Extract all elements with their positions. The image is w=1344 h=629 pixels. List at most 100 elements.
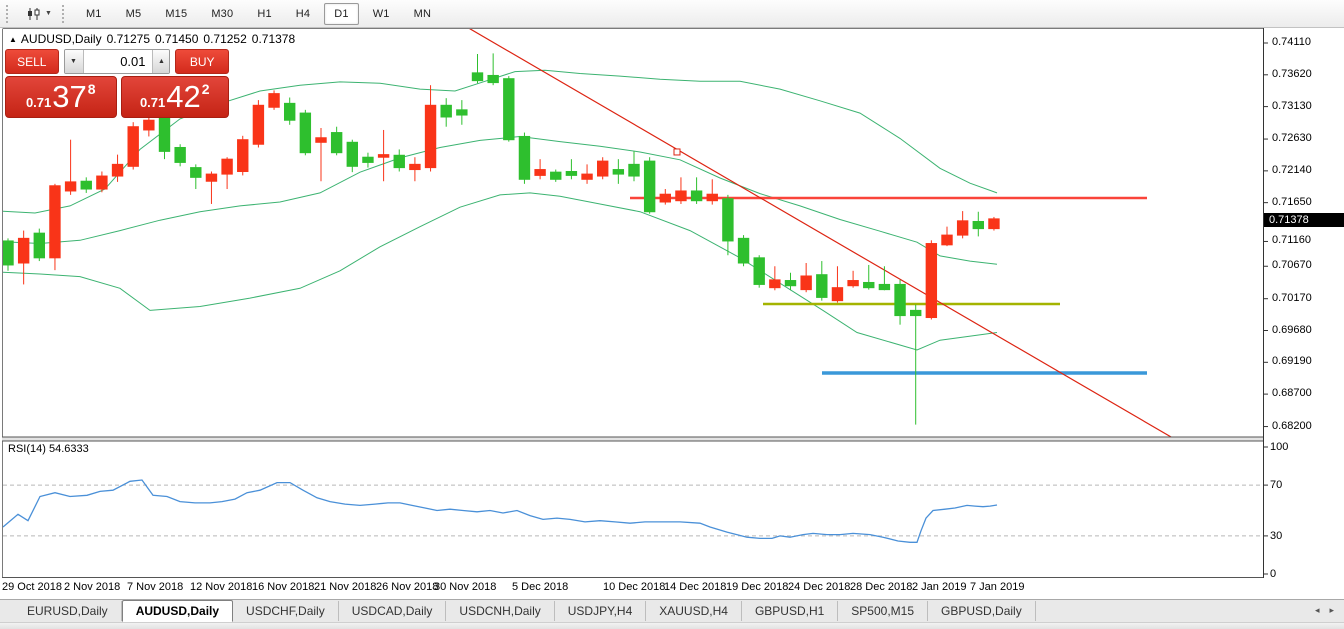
time-axis-label: 19 Dec 2018 [726,581,789,593]
buy-button[interactable]: BUY [175,49,229,74]
price-axis-label: 0.69190 [1272,355,1312,368]
bollinger-lower-band [3,192,998,351]
candle-body [972,220,984,230]
timeframe-button-h4[interactable]: H4 [295,7,311,20]
candle-body [158,112,171,152]
timeframe-button-group: M1 M5 M15 M30 H1 H4 D1 W1 MN [76,2,441,25]
price-axis-label: 0.70170 [1272,291,1312,304]
candle-body [722,198,734,242]
buy-price-main: 42 [166,79,201,114]
candle-body [753,257,765,285]
candle-body [377,154,390,158]
candle-body [111,163,124,177]
tabs-scroll-left-icon[interactable]: ◂ [1314,605,1320,615]
price-axis-label: 0.70670 [1272,259,1312,272]
timeframe-button-mn[interactable]: MN [413,7,432,20]
candle-body [518,135,531,180]
candle-body [737,237,750,264]
tab-usdchf-daily[interactable]: USDCHF,Daily [233,601,339,621]
candle-body [49,185,61,259]
timeframe-button-w1[interactable]: W1 [372,7,390,20]
candle-body [17,237,30,264]
chart-type-button[interactable]: ▼ [20,3,58,25]
tab-sp500-m15[interactable]: SP500,M15 [838,601,929,621]
candle-body [346,141,359,167]
volume-decrease-button[interactable]: ▼ [64,50,84,73]
candle-body [863,281,875,289]
triangle-down-icon: ▼ [70,58,77,65]
ohlc-high: 0.71450 [155,32,199,46]
candle-body [956,220,969,236]
trendline-handle[interactable] [673,148,681,156]
timeframe-button-m30[interactable]: M30 [211,7,234,20]
candle-body [3,240,14,266]
timeframe-button-d1[interactable]: D1 [324,2,359,25]
ohlc-low: 0.71252 [203,32,247,46]
time-axis-label: 21 Nov 2018 [314,581,377,593]
tab-audusd-daily[interactable]: AUDUSD,Daily [121,600,234,622]
time-axis-label: 29 Oct 2018 [2,581,62,593]
sell-price-box[interactable]: 0.71 37 8 [5,76,117,118]
rsi-line [3,479,998,543]
candle-body [988,218,1000,230]
price-axis-label: 0.74110 [1272,36,1311,48]
tabbar-bottom-strip [0,622,1344,629]
candle-body [456,109,468,116]
candle-body [127,126,139,167]
tab-xauusd-h4[interactable]: XAUUSD,H4 [646,601,742,621]
candle-body [581,173,593,180]
timeframe-button-m1[interactable]: M1 [85,7,102,20]
sell-button[interactable]: SELL [5,49,59,74]
candle-body [659,193,671,203]
timeframe-button-h1[interactable]: H1 [257,7,272,20]
rsi-indicator-label: RSI(14) 54.6333 [8,443,89,455]
candle-body [252,104,265,145]
tab-usdcnh-daily[interactable]: USDCNH,Daily [446,601,555,621]
tabs-scroll-right-icon[interactable]: ▸ [1329,605,1334,615]
ohlc-open: 0.71275 [106,32,150,46]
timeframe-button-m5[interactable]: M5 [125,7,142,20]
time-axis-label: 7 Jan 2019 [970,581,1025,593]
rsi-axis-label: 0 [1270,568,1277,580]
candle-body [409,163,421,171]
buy-price-box[interactable]: 0.71 42 2 [120,76,229,118]
candle-body [393,154,405,169]
toolbar-grip-handle[interactable] [6,4,12,23]
candle-body [565,171,578,176]
candle-body [80,180,92,190]
time-axis-label: 2 Jan 2019 [912,581,967,593]
candle-body [597,160,609,177]
timeframe-button-m15[interactable]: M15 [165,7,188,20]
tab-gbpusd-h1[interactable]: GBPUSD,H1 [742,601,839,621]
candle-body [941,234,953,246]
descending-trendline[interactable] [462,24,1176,440]
candle-body [237,139,249,173]
candle-body [534,169,546,176]
chart-tabs: EURUSD,Daily AUDUSD,Daily USDCHF,Daily USDC… [0,600,1344,622]
tab-usdjpy-h4[interactable]: USDJPY,H4 [555,601,647,621]
collapse-icon[interactable]: ▲ [9,35,17,44]
triangle-up-icon: ▲ [158,58,165,65]
candle-body [643,160,656,213]
candle-body [33,232,45,259]
time-axis-label: 5 Dec 2018 [512,581,569,593]
chart-plot[interactable] [0,0,1344,599]
candle-body [221,158,233,175]
time-axis-label: 16 Nov 2018 [252,581,315,593]
volume-input[interactable] [83,50,152,73]
tab-gbpusd-daily[interactable]: GBPUSD,Daily [928,601,1036,621]
volume-increase-button[interactable]: ▲ [151,50,170,73]
tab-usdcad-daily[interactable]: USDCAD,Daily [339,601,447,621]
candle-body [205,173,218,182]
rsi-axis-label: 70 [1270,479,1283,492]
price-axis-label: 0.71650 [1272,195,1312,208]
tab-eurusd-daily[interactable]: EURUSD,Daily [14,601,122,621]
sell-price-main: 37 [52,79,87,114]
candle-body [487,74,499,84]
toolbar-grip-handle-2[interactable] [61,4,68,23]
time-axis-label: 14 Dec 2018 [664,581,727,593]
rsi-axis-label: 30 [1270,529,1283,542]
rsi-axis-label: 100 [1270,441,1289,453]
candle-body [784,280,797,287]
